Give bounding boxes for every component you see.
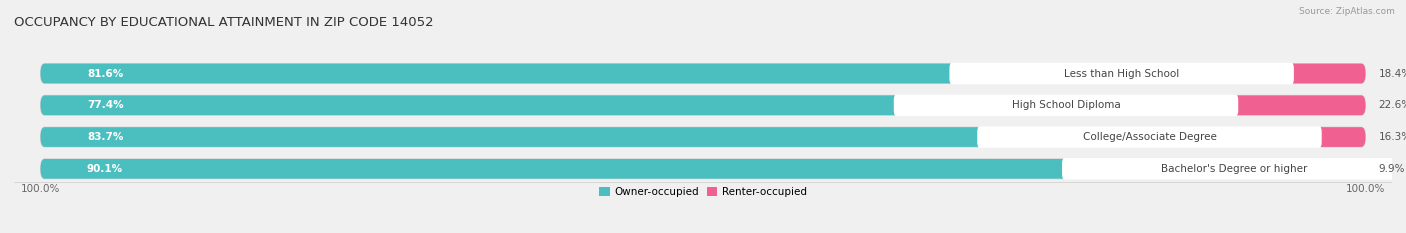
FancyBboxPatch shape <box>41 127 1365 147</box>
FancyBboxPatch shape <box>41 96 1365 115</box>
FancyBboxPatch shape <box>41 64 1122 83</box>
FancyBboxPatch shape <box>1234 159 1365 179</box>
FancyBboxPatch shape <box>41 96 1066 115</box>
Text: College/Associate Degree: College/Associate Degree <box>1083 132 1216 142</box>
Text: Bachelor's Degree or higher: Bachelor's Degree or higher <box>1161 164 1308 174</box>
FancyBboxPatch shape <box>977 126 1322 148</box>
FancyBboxPatch shape <box>1122 64 1365 83</box>
FancyBboxPatch shape <box>41 127 1150 147</box>
Text: OCCUPANCY BY EDUCATIONAL ATTAINMENT IN ZIP CODE 14052: OCCUPANCY BY EDUCATIONAL ATTAINMENT IN Z… <box>14 16 433 29</box>
Text: Source: ZipAtlas.com: Source: ZipAtlas.com <box>1299 7 1395 16</box>
FancyBboxPatch shape <box>894 94 1239 116</box>
Text: 18.4%: 18.4% <box>1379 69 1406 79</box>
FancyBboxPatch shape <box>41 159 1365 179</box>
Text: 90.1%: 90.1% <box>87 164 124 174</box>
FancyBboxPatch shape <box>41 64 1365 83</box>
Text: 100.0%: 100.0% <box>21 184 60 194</box>
Text: 83.7%: 83.7% <box>87 132 124 142</box>
Text: 16.3%: 16.3% <box>1379 132 1406 142</box>
FancyBboxPatch shape <box>1062 158 1406 180</box>
Text: 100.0%: 100.0% <box>1346 184 1385 194</box>
Text: 9.9%: 9.9% <box>1379 164 1405 174</box>
Text: High School Diploma: High School Diploma <box>1012 100 1121 110</box>
FancyBboxPatch shape <box>41 159 1234 179</box>
Legend: Owner-occupied, Renter-occupied: Owner-occupied, Renter-occupied <box>599 187 807 197</box>
Text: 77.4%: 77.4% <box>87 100 124 110</box>
FancyBboxPatch shape <box>949 63 1294 84</box>
Text: Less than High School: Less than High School <box>1064 69 1180 79</box>
FancyBboxPatch shape <box>1150 127 1365 147</box>
FancyBboxPatch shape <box>1066 96 1365 115</box>
Text: 81.6%: 81.6% <box>87 69 124 79</box>
Text: 22.6%: 22.6% <box>1379 100 1406 110</box>
